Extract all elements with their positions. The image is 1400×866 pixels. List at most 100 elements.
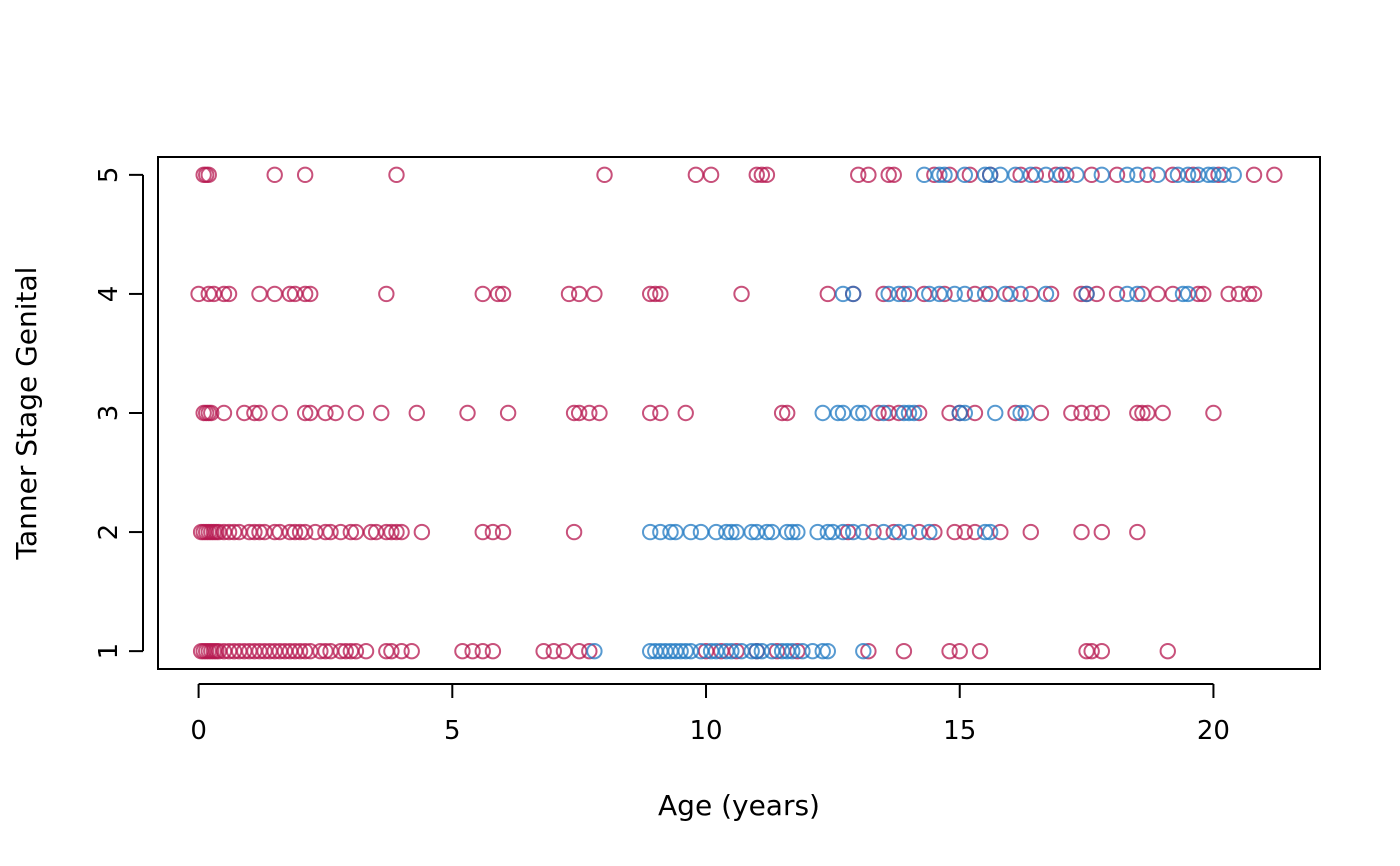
data-point xyxy=(814,642,831,660)
data-point xyxy=(388,523,405,541)
plot-frame xyxy=(157,156,1321,670)
data-point xyxy=(251,285,268,303)
data-point xyxy=(844,285,862,303)
data-point xyxy=(1129,404,1146,422)
data-point xyxy=(459,404,476,422)
data-point xyxy=(1266,166,1283,184)
data-point xyxy=(312,642,329,660)
data-point xyxy=(1047,166,1065,184)
data-point xyxy=(687,166,705,184)
data-point xyxy=(956,523,974,541)
data-point xyxy=(1108,285,1126,303)
data-point xyxy=(1078,285,1095,303)
data-point xyxy=(992,166,1009,184)
data-point xyxy=(1154,404,1171,422)
data-point xyxy=(850,404,867,422)
data-point xyxy=(900,285,918,303)
data-point xyxy=(565,523,583,541)
data-point xyxy=(652,285,669,303)
data-point xyxy=(1134,404,1151,422)
data-point xyxy=(758,523,776,541)
data-point xyxy=(987,404,1004,422)
data-point xyxy=(779,404,796,422)
data-point xyxy=(1068,166,1085,184)
data-point xyxy=(1205,166,1222,184)
data-point xyxy=(1205,404,1222,422)
data-point xyxy=(327,404,344,422)
data-point xyxy=(824,523,842,541)
points-layer xyxy=(190,166,1283,660)
data-point xyxy=(844,523,862,541)
data-point xyxy=(971,642,989,660)
data-point xyxy=(819,642,836,660)
data-point xyxy=(1017,404,1034,422)
data-point xyxy=(1169,166,1187,184)
data-point xyxy=(875,404,892,422)
data-point xyxy=(692,523,710,541)
data-point xyxy=(1093,404,1111,422)
data-point xyxy=(555,642,573,660)
y-axis-title: Tanner Stage Genital xyxy=(10,267,43,561)
y-tick-label: 3 xyxy=(94,405,124,422)
x-tick-label: 0 xyxy=(190,716,207,746)
data-point xyxy=(936,166,953,184)
data-point xyxy=(317,404,334,422)
data-point xyxy=(494,285,512,303)
data-point xyxy=(642,523,659,541)
data-point xyxy=(875,523,892,541)
data-point xyxy=(921,523,938,541)
data-point xyxy=(789,523,806,541)
data-point xyxy=(743,642,760,660)
data-point xyxy=(489,285,507,303)
data-point xyxy=(758,166,776,184)
data-point xyxy=(723,523,740,541)
data-point xyxy=(860,166,877,184)
data-point xyxy=(484,642,502,660)
data-point xyxy=(753,166,771,184)
data-point xyxy=(464,642,481,660)
data-point xyxy=(413,523,431,541)
data-point xyxy=(773,642,791,660)
data-point xyxy=(834,523,852,541)
data-point xyxy=(677,404,694,422)
data-point xyxy=(921,285,938,303)
data-point xyxy=(291,642,309,660)
data-point xyxy=(1093,166,1111,184)
data-point xyxy=(753,642,771,660)
data-point xyxy=(951,404,968,422)
data-point xyxy=(403,642,420,660)
data-point xyxy=(570,285,588,303)
data-point xyxy=(1083,642,1100,660)
data-point xyxy=(682,523,699,541)
data-point xyxy=(1139,166,1156,184)
data-point xyxy=(1037,166,1055,184)
data-point xyxy=(494,523,512,541)
data-point xyxy=(203,404,220,422)
data-point xyxy=(784,642,801,660)
data-point xyxy=(1225,166,1242,184)
data-point xyxy=(926,523,943,541)
data-point xyxy=(220,523,238,541)
data-point xyxy=(215,285,233,303)
data-point xyxy=(865,523,882,541)
data-point xyxy=(1088,285,1105,303)
data-point xyxy=(378,285,395,303)
x-tick-label: 10 xyxy=(689,716,722,746)
data-point xyxy=(723,642,740,660)
x-axis: 0 5 10 15 20 xyxy=(190,683,1230,746)
data-point xyxy=(302,285,319,303)
data-point xyxy=(296,166,314,184)
data-point xyxy=(454,642,471,660)
data-point xyxy=(357,642,375,660)
data-point xyxy=(347,642,365,660)
data-point xyxy=(733,285,750,303)
data-point xyxy=(976,523,994,541)
data-point xyxy=(819,285,836,303)
data-point xyxy=(474,642,491,660)
data-point xyxy=(931,166,948,184)
data-point xyxy=(895,404,913,422)
data-point xyxy=(829,404,847,422)
data-point xyxy=(1129,285,1146,303)
y-tick-label: 5 xyxy=(94,167,124,184)
data-point xyxy=(890,523,908,541)
